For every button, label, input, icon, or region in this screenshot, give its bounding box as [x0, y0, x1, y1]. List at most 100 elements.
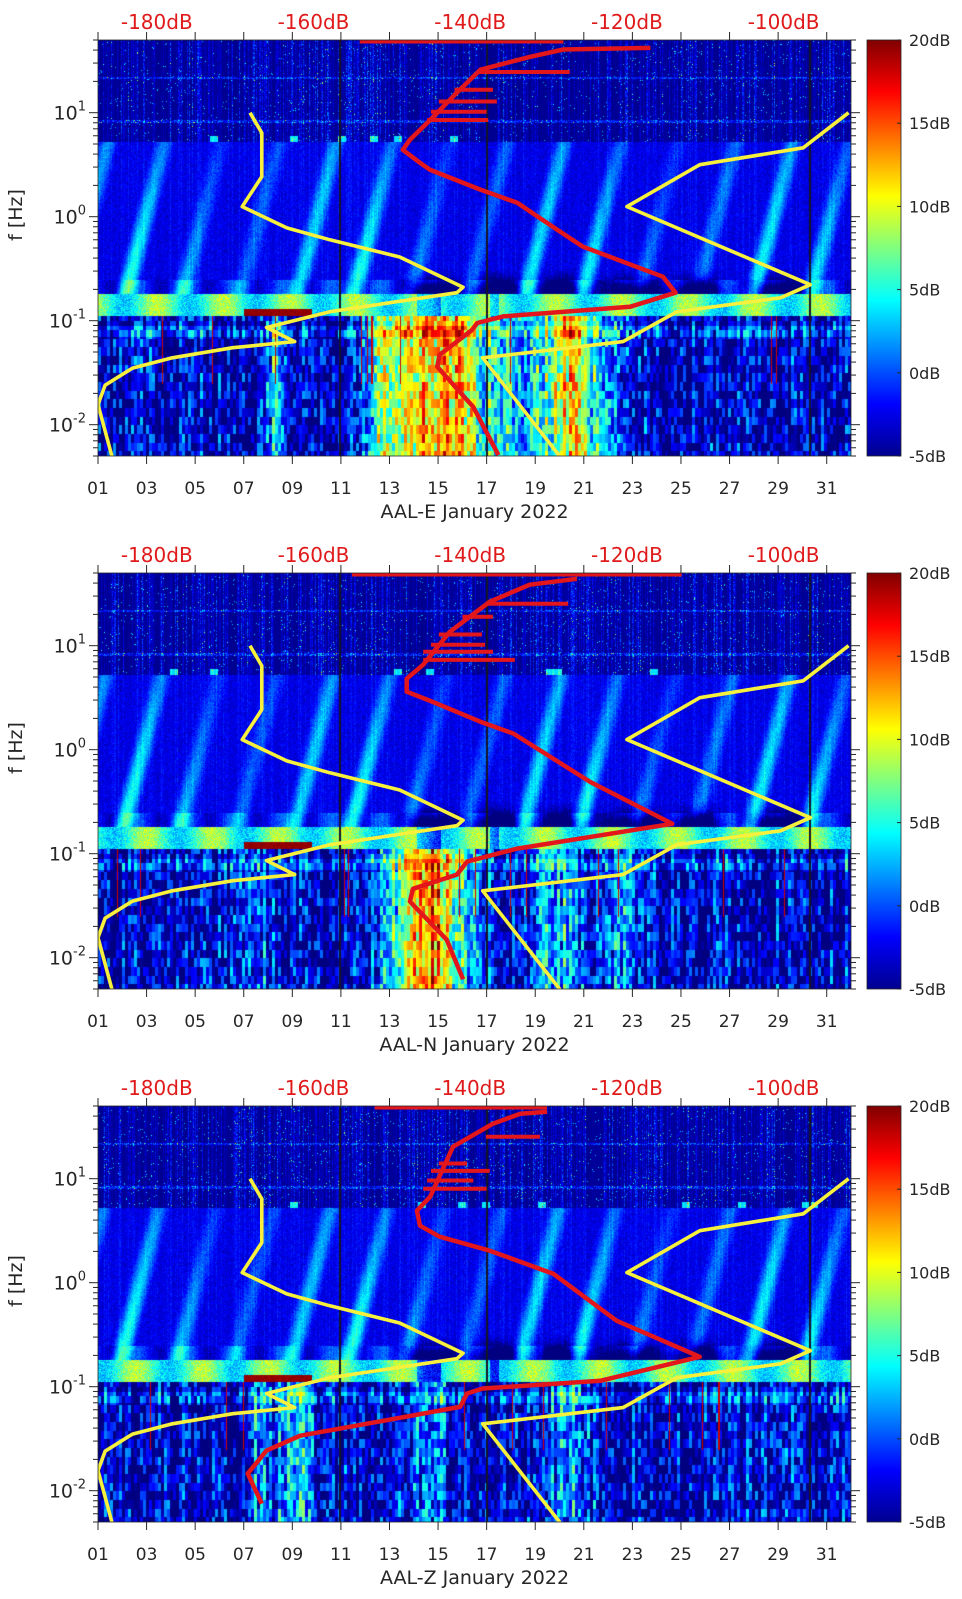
y-tick-base: 10 — [49, 948, 73, 970]
x-tick-label: 25 — [670, 1545, 692, 1565]
colorbar-label: 20dB — [909, 564, 951, 583]
y-tick-label: 101 — [54, 633, 86, 658]
colorbar-label: 0dB — [909, 897, 940, 916]
y-tick-base: 10 — [49, 1481, 73, 1503]
x-tick-label: 09 — [282, 1545, 304, 1565]
x-tick-label: 05 — [184, 1545, 206, 1565]
y-tick-label: 10-1 — [49, 308, 86, 333]
x-tick-label: 07 — [233, 479, 255, 499]
x-tick-label: 13 — [379, 479, 401, 499]
top-axis-db-label: -160dB — [278, 543, 350, 567]
y-tick-label: 100 — [54, 1270, 86, 1295]
colorbar-label: 15dB — [909, 114, 951, 133]
y-tick-exponent: 0 — [78, 737, 86, 752]
y-tick-exponent: 1 — [78, 1166, 86, 1181]
x-tick-label: 01 — [87, 1545, 109, 1565]
x-tick-label: 27 — [719, 479, 741, 499]
x-tick-label: 11 — [330, 479, 352, 499]
colorbar-label: -5dB — [909, 447, 946, 466]
x-tick-label: 11 — [330, 1545, 352, 1565]
y-tick-label: 101 — [54, 1166, 86, 1191]
top-axis-db-label: -180dB — [121, 10, 193, 34]
x-tick-label: 27 — [719, 1012, 741, 1032]
x-tick-label: 27 — [719, 1545, 741, 1565]
y-tick-label: 10-1 — [49, 1374, 86, 1399]
y-tick-base: 10 — [54, 1169, 78, 1191]
x-tick-label: 21 — [573, 1012, 595, 1032]
y-tick-base: 10 — [49, 311, 73, 333]
x-tick-label: 03 — [136, 479, 158, 499]
x-tick-label: 01 — [87, 1012, 109, 1032]
x-tick-label: 13 — [379, 1012, 401, 1032]
x-tick-label: 17 — [476, 479, 498, 499]
colorbar-frame — [866, 1105, 902, 1523]
spectrogram-panel: 01 03 05 07 09 11 13 15 17 19 21 23 25 27 29 31 101 100 10… — [0, 533, 962, 1066]
x-tick-label: 19 — [524, 1545, 546, 1565]
colorbar-label: 5dB — [909, 1347, 940, 1366]
x-tick-label: 23 — [622, 1012, 644, 1032]
top-axis-db-label: -100dB — [748, 543, 820, 567]
colorbar — [867, 40, 901, 456]
x-tick-label: 15 — [427, 1545, 449, 1565]
high-noise-model-line — [480, 111, 850, 456]
y-tick-base: 10 — [54, 740, 78, 762]
x-tick-label: 05 — [184, 479, 206, 499]
colorbar-label: 10dB — [909, 1263, 951, 1282]
y-tick-base: 10 — [49, 1377, 73, 1399]
x-tick-label: 29 — [767, 1012, 789, 1032]
top-axis-db-label: -120dB — [591, 543, 663, 567]
y-tick-exponent: -2 — [73, 1478, 86, 1493]
x-tick-label: 31 — [816, 1545, 838, 1565]
top-axis-db-label: -100dB — [748, 1076, 820, 1100]
x-tick-label: 25 — [670, 479, 692, 499]
top-axis-db-label: -160dB — [278, 1076, 350, 1100]
colorbar-label: 20dB — [909, 31, 951, 50]
y-tick-exponent: -1 — [73, 841, 86, 856]
top-axis-db-label: -180dB — [121, 1076, 193, 1100]
y-tick-base: 10 — [54, 103, 78, 125]
y-axis-label: f [Hz] — [5, 189, 27, 241]
y-axis-label: f [Hz] — [5, 1255, 27, 1307]
y-axis-label: f [Hz] — [5, 722, 27, 774]
y-tick-exponent: 0 — [78, 204, 86, 219]
x-axis-label: AAL-Z January 2022 — [380, 1567, 569, 1589]
y-tick-label: 10-1 — [49, 841, 86, 866]
top-axis-db-label: -140dB — [434, 10, 506, 34]
colorbar-label: -5dB — [909, 980, 946, 999]
spectrogram-panel: 01 03 05 07 09 11 13 15 17 19 21 23 25 27 29 31 101 100 10… — [0, 1066, 962, 1599]
x-axis-label: AAL-N January 2022 — [379, 1034, 569, 1056]
top-axis-db-label: -180dB — [121, 543, 193, 567]
x-tick-label: 05 — [184, 1012, 206, 1032]
colorbar-label: 10dB — [909, 197, 951, 216]
top-axis-db-label: -140dB — [434, 543, 506, 567]
y-tick-base: 10 — [49, 415, 73, 437]
y-tick-label: 100 — [54, 737, 86, 762]
y-tick-exponent: 1 — [78, 633, 86, 648]
colorbar-label: 0dB — [909, 1430, 940, 1449]
colorbar-frame — [866, 39, 902, 457]
x-tick-label: 07 — [233, 1012, 255, 1032]
x-tick-label: 03 — [136, 1012, 158, 1032]
y-tick-label: 10-2 — [49, 1478, 86, 1503]
x-tick-label: 17 — [476, 1545, 498, 1565]
low-noise-model-line — [98, 1177, 465, 1522]
low-noise-model-line — [98, 644, 465, 989]
plot-frame — [97, 1105, 852, 1523]
y-tick-exponent: -2 — [73, 412, 86, 427]
low-noise-model-line — [98, 111, 465, 456]
y-tick-exponent: 0 — [78, 1270, 86, 1285]
x-tick-label: 09 — [282, 1012, 304, 1032]
chart-overlay: 01 03 05 07 09 11 13 15 17 19 21 23 25 27 29 3110110010… — [5, 10, 951, 523]
colorbar-label: 15dB — [909, 1180, 951, 1199]
y-tick-label: 10-2 — [49, 945, 86, 970]
y-tick-base: 10 — [54, 636, 78, 658]
x-tick-label: 31 — [816, 479, 838, 499]
y-tick-base: 10 — [49, 844, 73, 866]
y-tick-base: 10 — [54, 207, 78, 229]
top-axis-db-label: -100dB — [748, 10, 820, 34]
high-noise-model-line — [480, 644, 850, 989]
colorbar-label: 15dB — [909, 647, 951, 666]
y-tick-label: 101 — [54, 100, 86, 125]
x-axis-label: AAL-E January 2022 — [380, 501, 568, 523]
colorbar-frame — [866, 572, 902, 990]
